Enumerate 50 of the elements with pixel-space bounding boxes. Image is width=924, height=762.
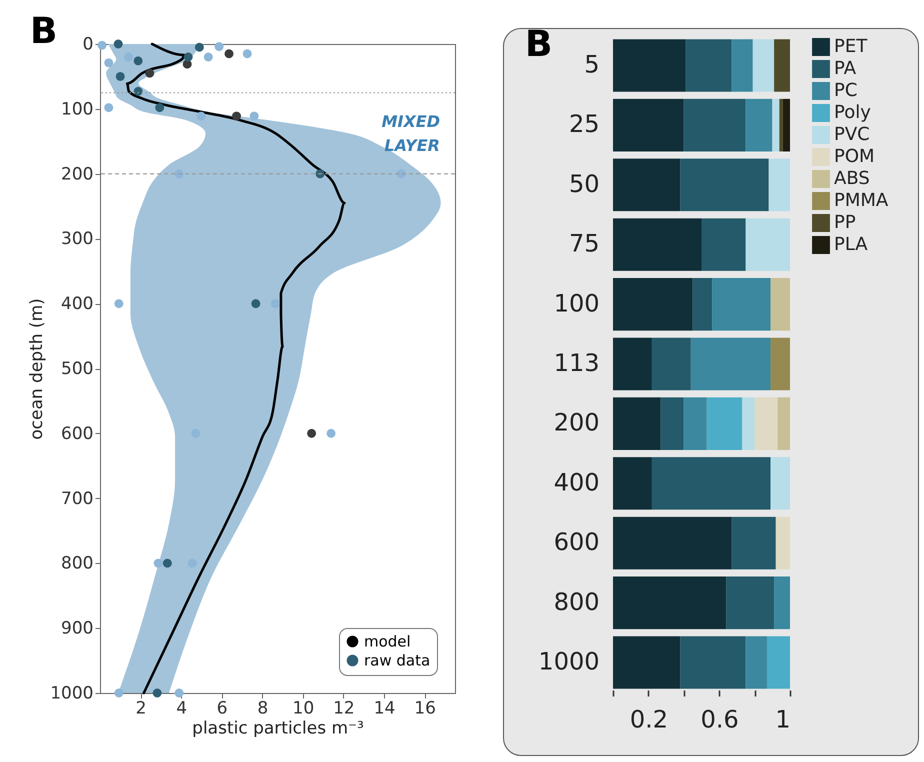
y-tick-label: 113 bbox=[554, 349, 600, 377]
x-tick-label: 6 bbox=[216, 698, 228, 718]
y-tick-label: 600 bbox=[554, 528, 600, 556]
legend-label: POM bbox=[834, 146, 875, 167]
x-tick-label: 0.2 bbox=[630, 706, 668, 734]
legend-label: PC bbox=[834, 80, 858, 101]
annotation: MIXED LAYER bbox=[382, 112, 440, 155]
y-tick-label: 1000 bbox=[538, 648, 600, 676]
x-axis-title: plastic particles m⁻³ bbox=[192, 718, 364, 738]
y-tick-label: 100 bbox=[61, 99, 94, 120]
legend-label: model bbox=[364, 632, 411, 650]
y-tick-label: 400 bbox=[61, 294, 94, 314]
x-tick-label: 1 bbox=[775, 706, 790, 734]
y-tick-label: 300 bbox=[61, 229, 94, 250]
x-tick-label: 10 bbox=[292, 698, 314, 718]
x-tick-label: 12 bbox=[333, 698, 355, 718]
y-tick-label: 1000 bbox=[50, 684, 94, 704]
legend-label: PP bbox=[834, 212, 856, 233]
legend-label: PLA bbox=[834, 234, 868, 255]
y-tick-label: 400 bbox=[554, 468, 600, 496]
y-tick-label: 600 bbox=[61, 424, 94, 444]
legend-label: PA bbox=[834, 58, 857, 79]
y-tick-label: 25 bbox=[568, 110, 600, 138]
x-tick-label: 14 bbox=[374, 698, 396, 718]
x-tick-label: 4 bbox=[176, 698, 188, 718]
legend-label: PMMA bbox=[834, 190, 889, 211]
y-tick-label: 0 bbox=[82, 34, 94, 54]
chart-title: B bbox=[525, 24, 552, 65]
y-tick-label: 800 bbox=[554, 588, 600, 616]
y-tick-label: 50 bbox=[568, 170, 600, 198]
y-tick-label: 100 bbox=[554, 289, 600, 318]
legend-label: PET bbox=[834, 36, 868, 57]
y-tick-label: 200 bbox=[554, 408, 600, 437]
x-tick-label: 8 bbox=[257, 698, 268, 718]
y-tick-label: 5 bbox=[584, 50, 600, 78]
y-tick-label: 800 bbox=[61, 554, 94, 574]
legend-label: raw data bbox=[364, 652, 430, 670]
y-tick-label: 700 bbox=[61, 488, 94, 509]
y-axis-title: ocean depth (m) bbox=[27, 298, 48, 440]
chart-title: B bbox=[30, 11, 58, 52]
x-tick-label: 2 bbox=[136, 698, 146, 718]
y-tick-label: 500 bbox=[61, 359, 94, 379]
x-tick-label: 0.6 bbox=[700, 706, 739, 734]
y-tick-label: 75 bbox=[568, 230, 600, 258]
y-tick-label: 900 bbox=[61, 618, 94, 639]
x-tick-label: 16 bbox=[414, 698, 436, 718]
legend-label: PVC bbox=[834, 124, 870, 145]
legend-label: ABS bbox=[834, 168, 870, 189]
legend-label: Poly bbox=[834, 102, 872, 123]
y-tick-label: 200 bbox=[61, 164, 94, 184]
